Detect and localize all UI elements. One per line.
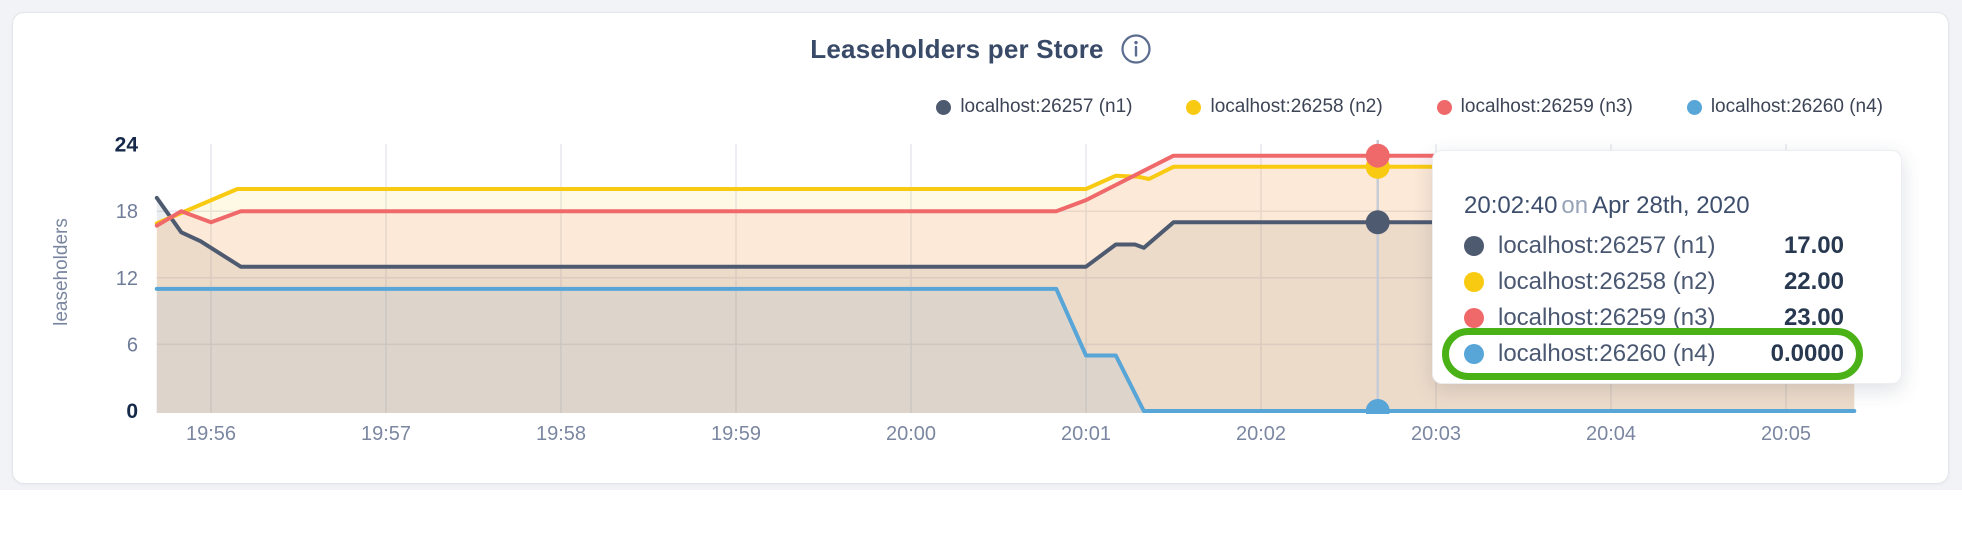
axis-labels: 19:56 19:57 19:58 19:59 20:00 20:01 20:02 20:03… — [115, 134, 1811, 445]
svg-text:20:03: 20:03 — [1411, 423, 1461, 445]
hover-tooltip: 20:02:40 on Apr 28th, 2020 localhost:26257… — [1432, 150, 1902, 384]
series-dot-icon — [1464, 272, 1484, 292]
svg-text:6: 6 — [127, 334, 138, 356]
hover-marker — [1365, 140, 1390, 414]
chart-title: Leaseholders per Store — [810, 33, 1104, 64]
svg-text:12: 12 — [116, 268, 138, 290]
series-dot-icon — [1464, 308, 1484, 328]
legend-label: localhost:26260 (n4) — [1710, 96, 1883, 117]
tooltip-series-value: 22.00 — [1783, 268, 1844, 295]
legend-label: localhost:26257 (n1) — [960, 96, 1133, 117]
tooltip-row: localhost:26260 (n4) 0.0000 — [1464, 336, 1844, 372]
hover-point — [1365, 143, 1390, 168]
legend-dot-icon — [1436, 99, 1452, 115]
tooltip-row: localhost:26259 (n3) 23.00 — [1464, 300, 1844, 336]
tooltip-timestamp: 20:02:40 on Apr 28th, 2020 — [1464, 192, 1750, 220]
tooltip-rows: localhost:26257 (n1) 17.00 localhost:26258… — [1464, 228, 1844, 372]
legend-item[interactable]: localhost:26257 (n1) — [936, 96, 1132, 118]
svg-text:20:05: 20:05 — [1761, 423, 1811, 445]
tooltip-series-value: 23.00 — [1783, 304, 1844, 331]
hover-point — [1365, 399, 1390, 414]
legend-dot-icon — [1686, 99, 1702, 115]
chart-header: Leaseholders per Store — [0, 33, 1962, 65]
svg-text:19:56: 19:56 — [186, 423, 236, 445]
legend-dot-icon — [936, 99, 952, 115]
legend-item[interactable]: localhost:26258 (n2) — [1186, 96, 1383, 118]
svg-text:19:57: 19:57 — [361, 423, 411, 445]
tooltip-series-name: localhost:26258 (n2) — [1498, 268, 1716, 295]
tooltip-row: localhost:26258 (n2) 22.00 — [1464, 264, 1844, 300]
svg-text:20:04: 20:04 — [1586, 423, 1636, 445]
series-dot-icon — [1464, 236, 1484, 256]
hover-point — [1365, 210, 1390, 235]
legend-label: localhost:26258 (n2) — [1210, 96, 1383, 117]
tooltip-series-value: 0.0000 — [1770, 340, 1844, 367]
tooltip-date: Apr 28th, 2020 — [1592, 192, 1750, 219]
tooltip-time: 20:02:40 — [1464, 192, 1558, 219]
svg-text:19:58: 19:58 — [536, 423, 586, 445]
legend-label: localhost:26259 (n3) — [1460, 96, 1633, 117]
svg-text:20:01: 20:01 — [1061, 423, 1111, 445]
tooltip-series-name: localhost:26257 (n1) — [1498, 232, 1716, 259]
chart-plot[interactable]: 19:56 19:57 19:58 19:59 20:00 20:01 20:02 20:03… — [0, 0, 1962, 470]
svg-text:20:00: 20:00 — [886, 423, 936, 445]
legend-item[interactable]: localhost:26259 (n3) — [1436, 96, 1633, 118]
svg-text:18: 18 — [116, 201, 138, 223]
series-dot-icon — [1464, 344, 1484, 364]
legend: localhost:26257 (n1) localhost:26258 (n2)… — [936, 96, 1883, 118]
series-lines — [154, 153, 1857, 413]
svg-text:20:02: 20:02 — [1236, 423, 1286, 445]
svg-text:0: 0 — [126, 400, 138, 423]
legend-item[interactable]: localhost:26260 (n4) — [1686, 96, 1883, 118]
tooltip-series-value: 17.00 — [1783, 232, 1844, 259]
svg-text:19:59: 19:59 — [711, 423, 761, 445]
tooltip-series-name: localhost:26260 (n4) — [1498, 340, 1716, 367]
legend-dot-icon — [1186, 99, 1202, 115]
page-background: 19:56 19:57 19:58 19:59 20:00 20:01 20:02 20:03… — [0, 0, 1962, 490]
info-icon[interactable] — [1120, 33, 1152, 65]
tooltip-row: localhost:26257 (n1) 17.00 — [1464, 228, 1844, 264]
tooltip-series-name: localhost:26259 (n3) — [1498, 304, 1716, 331]
tooltip-on-word: on — [1561, 192, 1589, 219]
svg-text:24: 24 — [115, 134, 139, 157]
